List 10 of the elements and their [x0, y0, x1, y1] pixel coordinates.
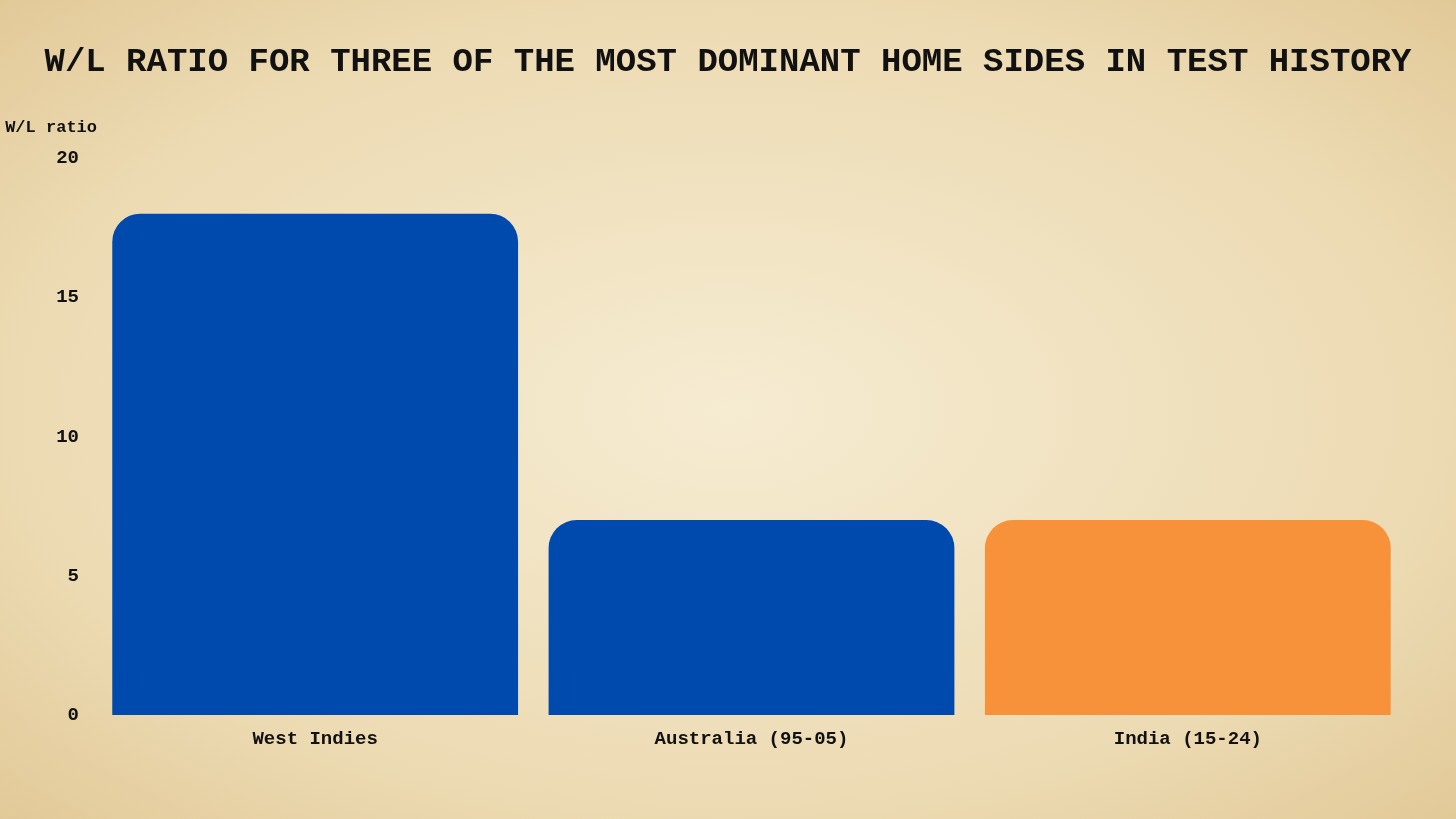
x-tick-label: Australia (95-05)	[654, 727, 849, 750]
y-tick-label: 20	[56, 147, 79, 169]
x-tick-label: West Indies	[252, 727, 378, 750]
y-tick-label: 10	[56, 425, 79, 448]
y-tick-label: 5	[67, 564, 79, 587]
x-tick-label: India (15-24)	[1113, 727, 1262, 750]
y-axis-title: W/L ratio	[5, 118, 97, 137]
y-tick-label: 0	[67, 704, 79, 726]
chart-title: W/L RATIO FOR THREE OF THE MOST DOMINANT HOME SIDES IN TEST HISTORY	[44, 43, 1413, 81]
y-tick-label: 15	[56, 286, 79, 309]
